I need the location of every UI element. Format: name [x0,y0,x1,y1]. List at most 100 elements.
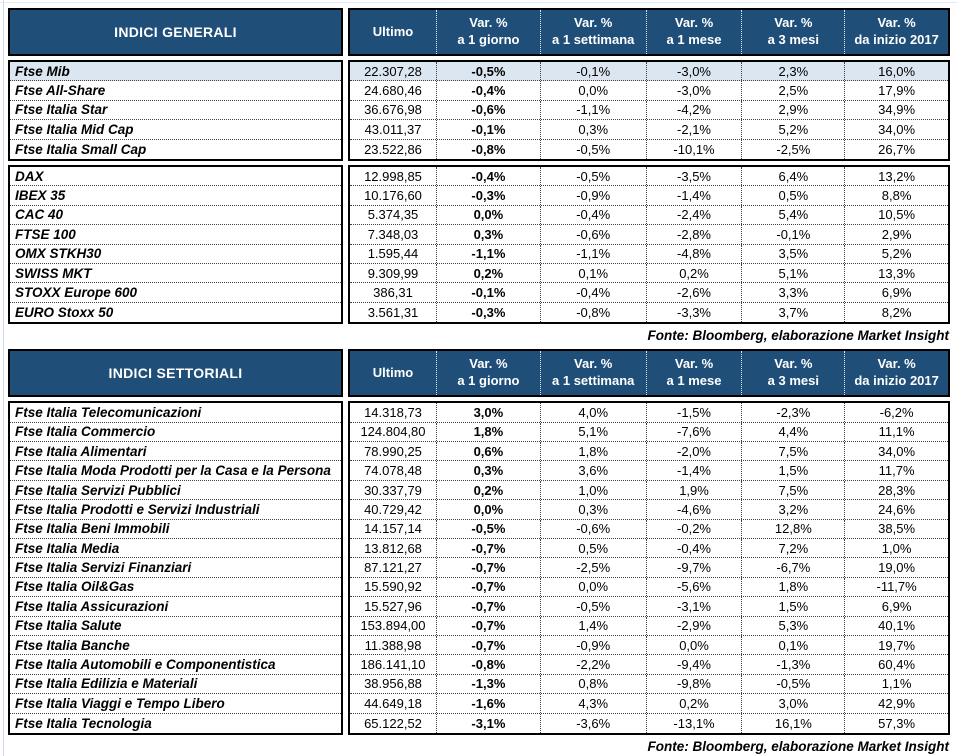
index-group: Ftse Italia Telecomunicazioni Ftse Italia… [8,401,950,735]
value-cell: -1,3% [742,655,846,674]
index-values-row: 74.078,48 0,3% 3,6% -1,4% 1,5% 11,7% [350,461,948,481]
value-cell: -0,4% [437,81,541,100]
value-cell: -1,5% [647,403,743,422]
value-cell: 26,7% [878,141,916,157]
column-header-line2: a 3 mesi [767,373,819,389]
index-values-row: 65.122,52 -3,1% -3,6% -13,1% 16,1% 57,3% [350,713,948,733]
value-cell: -1,4% [647,461,743,480]
value-cell: -1,1% [541,100,647,120]
value-cell: -2,1% [647,120,743,139]
value-cell: -0,1% [437,283,541,302]
column-header-line2: a 1 settimana [552,32,635,47]
value-cell: -0,7% [437,577,541,597]
value-cell: 6,9% [881,598,912,614]
value-cell: -0,7% [437,558,541,577]
column-header-line2: da inizio 2017 [854,32,939,47]
index-values-row: 9.309,99 0,2% 0,1% 0,2% 5,1% 13,3% [350,263,948,284]
value-cell: 9.309,99 [350,263,437,283]
value-cell: -6,2% [879,404,914,420]
value-cell: 3,2% [742,500,846,519]
value-cell: 34,0% [878,121,916,137]
index-values-row: 15.590,92 -0,7% 0,0% -5,6% 1,8% -11,7% [350,577,948,598]
index-name-cell: STOXX Europe 600 [10,283,341,303]
index-name-cell: Ftse Italia Mid Cap [10,120,341,140]
value-cell: 11,7% [878,463,915,479]
column-header-line1: Var. % [574,15,613,31]
value-cell: 22.307,28 [350,62,437,81]
value-cell: -1,1% [437,244,541,263]
index-name-column: Ftse Italia Telecomunicazioni Ftse Italia… [8,401,343,735]
index-name-cell: Ftse Italia Oil&Gas [10,578,341,598]
value-cell: 14.157,14 [350,519,437,538]
value-cell: -0,3% [437,186,541,205]
value-cell: -0,1% [742,225,846,244]
value-cell: 2,9% [742,100,846,120]
column-header-line1: Var. % [574,356,613,372]
column-header-line2: a 1 settimana [552,373,635,389]
index-values-row: 14.318,73 3,0% 4,0% -1,5% -2,3% -6,2% [350,403,948,423]
value-cell: 3,7% [742,302,846,323]
column-header-line1: Var. % [469,15,508,31]
index-values-row: 36.676,98 -0,6% -1,1% -4,2% 2,9% 34,9% [350,100,948,121]
value-cell: 153.894,00 [350,616,437,635]
value-cell: 0,5% [541,539,647,558]
value-cell: 1,5% [742,597,846,616]
value-cell: -0,8% [541,302,647,323]
column-header: Var. % a 3 mesi [742,10,846,54]
value-cell: 43.011,37 [350,120,437,139]
value-cell: -9,4% [647,655,743,674]
value-cell: 0,1% [541,263,647,283]
table-title: INDICI GENERALI [8,8,343,56]
index-name-cell: Ftse Italia Media [10,539,341,559]
column-header-line1: Var. % [469,356,508,372]
table-title: INDICI SETTORIALI [8,349,343,398]
value-cell: 0,0% [541,81,647,100]
value-cell: 3,0% [742,694,846,713]
indici-settoriali-table: INDICI SETTORIALI Ultimo Var. % a 1 giorno… [8,349,950,755]
value-cell: -2,3% [742,403,846,422]
value-cell: 0,2% [647,694,743,713]
index-name-cell: Ftse Italia Alimentari [10,442,341,462]
index-values-row: 14.157,14 -0,5% -0,6% -0,2% 12,8% 38,5% [350,519,948,539]
value-cell: 5,4% [742,205,846,225]
column-header-line1: Var. % [877,356,916,372]
column-header-line2: a 1 giorno [457,32,520,47]
index-name-cell: Ftse Italia Assicurazioni [10,597,341,617]
column-header-line2: a 1 mese [666,373,722,389]
value-cell: -3,1% [647,597,743,616]
value-cell: -3,3% [647,302,743,323]
column-header-line1: Ultimo [372,23,414,39]
value-cell: 8,8% [881,188,912,204]
value-cell: -0,7% [437,597,541,616]
value-cell: 13,2% [878,168,916,184]
index-name-cell: CAC 40 [10,206,341,226]
index-name-cell: Ftse All-Share [10,81,341,101]
indici-generali-table: INDICI GENERALI Ultimo Var. % a 1 giorno Va… [8,8,950,344]
value-cell: 1,0% [541,480,647,500]
value-cell: 19,7% [878,637,916,653]
value-cell: 11,1% [878,424,915,440]
value-cell: -5,6% [647,577,743,597]
index-name-cell: FTSE 100 [10,225,341,245]
value-cell: 3.561,31 [350,302,437,323]
column-header: Var. % da inizio 2017 [845,10,948,54]
index-values-row: 386,31 -0,1% -0,4% -2,6% 3,3% 6,9% [350,283,948,303]
value-cell: 1,1% [881,676,912,692]
value-cell: -0,5% [742,674,846,694]
value-cell: -2,9% [647,616,743,635]
value-cell: 1,0% [881,540,912,556]
value-cell: -9,8% [647,674,743,694]
column-header: Var. % da inizio 2017 [845,351,948,395]
value-cell: -3,0% [647,62,743,81]
value-cell: 3,3% [742,283,846,302]
value-cell: -1,3% [437,674,541,694]
value-cell: 10,5% [878,207,916,223]
value-cell: 15.590,92 [350,577,437,597]
value-cell: 13,3% [878,265,916,281]
value-cell: -9,7% [647,558,743,577]
value-cell: -0,4% [437,166,541,186]
value-cell: 38,5% [878,521,916,537]
value-cell: -0,4% [541,283,647,302]
column-header-line2: a 1 mese [666,32,722,47]
value-cell: 30.337,79 [350,480,437,500]
